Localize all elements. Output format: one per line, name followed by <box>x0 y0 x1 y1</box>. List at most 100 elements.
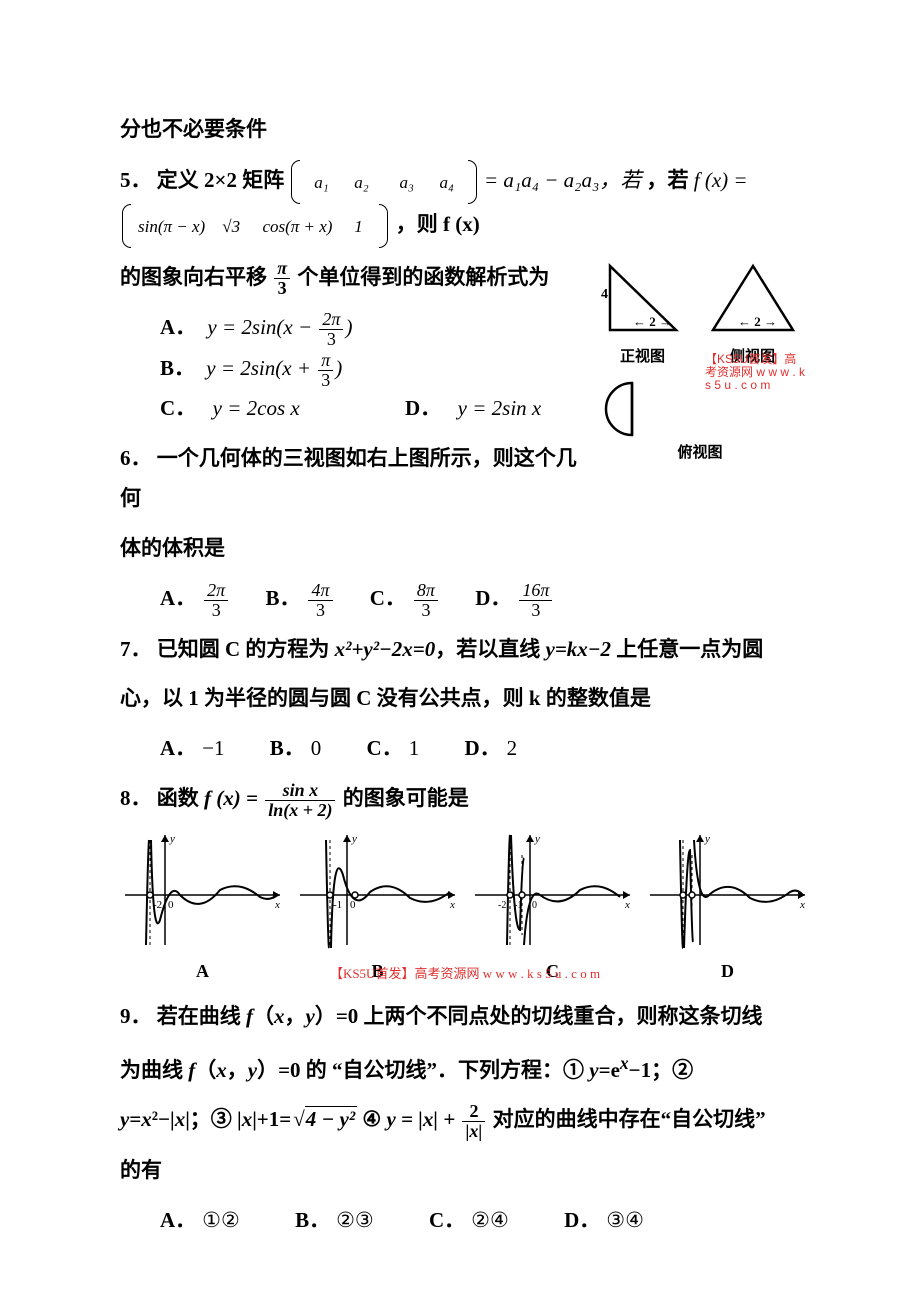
q9-l3c: 对应的曲线中存在“自公切线” <box>493 1107 766 1131</box>
svg-text:-2: -2 <box>498 900 506 911</box>
q9-line3: y=x²−|x|；③ |x|+1=4 − y² ④ y = |x| + 2|x|… <box>120 1100 810 1141</box>
q5-eq1: = a₁a₄ − a₂a₃，若 <box>484 168 647 192</box>
q5-opt-b: B． y = 2sin(x + π3) <box>160 349 342 390</box>
q6-options: A．2π3 B．4π3 C．8π3 D．16π3 <box>120 579 810 620</box>
q6d-d: 3 <box>519 600 552 620</box>
q7a: −1 <box>202 736 224 760</box>
q9-line2: 为曲线 f（x，y）=0 的 “自公切线”．下列方程：① y=ex−1；② <box>120 1047 810 1091</box>
svg-text:← 2 →: ← 2 → <box>633 314 672 329</box>
question-8: 8． 函数 f (x) = sin x ln(x + 2) 的图象可能是 <box>120 779 810 820</box>
watermark-2: 【KS5U首发】高考资源网 w w w . k s 5 u . c o m <box>120 962 810 987</box>
svg-text:-1: -1 <box>514 900 522 911</box>
q9-l3b: ④ <box>362 1107 386 1131</box>
svg-text:y: y <box>704 833 710 845</box>
q7-line2: 心，以 1 为半径的圆与圆 C 没有公共点，则 k 的整数值是 <box>120 679 810 719</box>
lead-in-text: 分也不必要条件 <box>120 110 810 150</box>
q6b-n: 4π <box>308 581 332 600</box>
q7-opt-b: B．0 <box>270 729 322 769</box>
q6c-n: 8π <box>414 581 438 600</box>
q6c-d: 3 <box>414 600 438 620</box>
q8-post: 的图象可能是 <box>343 786 469 810</box>
q9-opt-b: B．②③ <box>295 1201 374 1241</box>
m1-c: a₃ <box>387 173 427 193</box>
svg-text:0: 0 <box>532 900 537 911</box>
q5-opt-a: A． y = 2sin(x − 2π3) <box>160 308 352 349</box>
q5-d-txt: y = 2sin x <box>458 396 542 420</box>
wm1-l3: s 5 u . c o m <box>705 378 770 392</box>
q9-opt-d: D．③④ <box>564 1201 644 1241</box>
q8-frac-n: sin x <box>265 781 335 800</box>
q5-l2a: 的图象向右平移 <box>120 265 267 289</box>
q8-number: 8． <box>120 786 152 810</box>
q9-number: 9． <box>120 1004 152 1028</box>
top-view-label: 俯视图 <box>590 439 810 468</box>
q6-opt-d: D．16π3 <box>475 579 554 620</box>
svg-text:x: x <box>449 899 455 911</box>
svg-text:-1: -1 <box>333 899 342 911</box>
question-9: 9． 若在曲线 f（x，y）=0 上两个不同点处的切线重合，则称这条切线 <box>120 997 810 1037</box>
svg-text:y: y <box>534 833 540 845</box>
q7-number: 7． <box>120 637 152 661</box>
q7-options: A．−1 B．0 C．1 D．2 <box>120 729 810 769</box>
question-5: 5． 定义 2×2 矩阵 a₁a₂ a₃a₄ = a₁a₄ − a₂a₃，若 ，… <box>120 160 810 248</box>
q8-fx: f (x) = <box>204 786 263 810</box>
top-view-svg <box>590 377 675 439</box>
q5-shift-den: 3 <box>274 278 290 298</box>
sqrt-rad: 4 − y² <box>305 1106 357 1131</box>
q5-opt-d: D． y = 2sin x <box>405 389 541 429</box>
svg-text:x: x <box>274 899 280 911</box>
q6-opt-c: C．8π3 <box>370 579 440 620</box>
q7-opt-d: D．2 <box>464 729 517 769</box>
q9-line4: 的有 <box>120 1151 810 1191</box>
q5-opt-c: C． y = 2cos x <box>160 389 300 429</box>
watermark-1: 【KS5U首发】高 考资源网 w w w . k s 5 u . c o m <box>705 353 815 393</box>
side-view-svg: ← 2 → <box>703 258 803 343</box>
m2-b: √3 <box>211 217 251 237</box>
question-7: 7． 已知圆 C 的方程为 x²+y²−2x=0，若以直线 y=kx−2 上任意… <box>120 630 810 670</box>
three-views-figure: 4 ← 2 → 正视图 ← 2 → 侧视图 【KS5U首发】高 考资源网 w w… <box>590 258 810 468</box>
matrix-def: a₁a₂ a₃a₄ <box>291 160 476 204</box>
sqrt-expr: 4 − y² <box>291 1100 357 1140</box>
q5-comma: ，若 <box>647 168 694 192</box>
q9-eq4-n: 2 <box>462 1102 485 1121</box>
svg-text:y: y <box>351 833 357 845</box>
q9c: ②④ <box>471 1208 509 1232</box>
m2-c: cos(π + x) <box>256 217 338 237</box>
svg-text:0: 0 <box>168 899 174 911</box>
front-view-label: 正视图 <box>598 343 688 372</box>
q7c: 1 <box>409 736 420 760</box>
q9-eq4a: y = |x| + <box>386 1107 460 1131</box>
m2-a: sin(π − x) <box>132 217 211 237</box>
q5-shift-num: π <box>274 259 290 278</box>
q7-line1: 已知圆 C 的方程为 x²+y²−2x=0，若以直线 y=kx−2 上任意一点为… <box>157 637 764 661</box>
q6a-d: 3 <box>204 600 228 620</box>
q9-eq4-d: |x| <box>462 1121 485 1141</box>
m1-a: a₁ <box>301 173 341 193</box>
q9d: ③④ <box>606 1208 644 1232</box>
svg-text:x: x <box>624 899 630 911</box>
exam-page: 分也不必要条件 5． 定义 2×2 矩阵 a₁a₂ a₃a₄ = a₁a₄ − … <box>0 0 920 1301</box>
q9-line1: 若在曲线 f（x，y）=0 上两个不同点处的切线重合，则称这条切线 <box>157 1004 763 1028</box>
q6d-n: 16π <box>519 581 552 600</box>
q9-opt-a: A．①② <box>160 1201 240 1241</box>
q8-frac: sin x ln(x + 2) <box>265 781 335 820</box>
q5-l2b: 个单位得到的函数解析式为 <box>297 265 549 289</box>
q8-pre: 函数 <box>157 786 204 810</box>
q5-shift-frac: π 3 <box>274 259 290 298</box>
q6-opt-b: B．4π3 <box>265 579 334 620</box>
svg-text:y: y <box>169 833 175 845</box>
m1-b: a₂ <box>341 173 381 193</box>
svg-text:← 2 →: ← 2 → <box>738 314 777 329</box>
svg-text:-2: -2 <box>153 899 162 911</box>
q5-post: ，则 f (x) <box>396 212 480 236</box>
q6a-n: 2π <box>204 581 228 600</box>
dim-h: 4 <box>601 287 608 302</box>
q7-opt-a: A．−1 <box>160 729 225 769</box>
svg-text:x: x <box>799 899 805 911</box>
matrix-f: sin(π − x)√3 cos(π + x)1 <box>122 204 388 248</box>
q5-c-txt: y = 2cos x <box>213 396 300 420</box>
q6-text-b: 体的体积是 <box>120 529 810 569</box>
q7d: 2 <box>507 736 518 760</box>
q6-number: 6． <box>120 446 152 470</box>
wm1-l2: 考资源网 w w w . k <box>705 365 805 379</box>
